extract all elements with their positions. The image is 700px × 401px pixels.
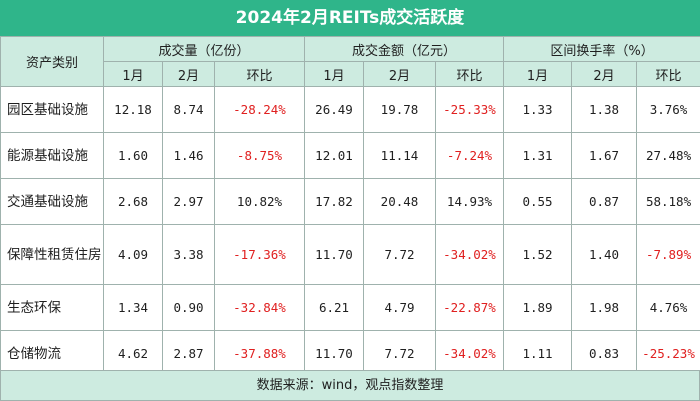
table-row: 能源基础设施 1.60 1.46 -8.75% 12.01 11.14 -7.2… <box>0 132 700 179</box>
volume-jan-cell: 1.60 <box>103 132 163 179</box>
table-title: 2024年2月REITs成交活跃度 <box>0 0 700 36</box>
volume-feb-cell: 0.90 <box>162 284 215 331</box>
category-cell: 生态环保 <box>0 284 104 331</box>
amount-mom-cell: -25.33% <box>434 86 505 133</box>
category-cell: 园区基础设施 <box>0 86 104 133</box>
table-row: 保障性租赁住房 4.09 3.38 -17.36% 11.70 7.72 -34… <box>0 224 700 285</box>
volume-jan-cell: 2.68 <box>103 178 163 225</box>
amount-jan-cell: 26.49 <box>304 86 364 133</box>
turnover-jan-cell: 1.33 <box>503 86 573 133</box>
reits-activity-table: 资产类别 成交量（亿份） 成交金额（亿元） 区间换手率（%） 1月 2月 环比 … <box>0 36 700 377</box>
volume-feb-cell: 8.74 <box>162 86 215 133</box>
volume-feb-cell: 2.97 <box>162 178 215 225</box>
category-cell: 仓储物流 <box>0 330 104 377</box>
volume-feb-cell: 3.38 <box>162 224 215 285</box>
amount-jan-cell: 17.82 <box>304 178 364 225</box>
volume-feb-cell: 1.46 <box>162 132 215 179</box>
volume-mom-cell: 10.82% <box>214 178 305 225</box>
category-cell: 保障性租赁住房 <box>0 224 104 285</box>
volume-mom-cell: -17.36% <box>214 224 305 285</box>
table-row: 生态环保 1.34 0.90 -32.84% 6.21 4.79 -22.87%… <box>0 284 700 331</box>
amount-feb-cell: 4.79 <box>363 284 436 331</box>
turnover-jan-cell: 1.89 <box>503 284 573 331</box>
volume-jan-cell: 1.34 <box>103 284 163 331</box>
table-row: 仓储物流 4.62 2.87 -37.88% 11.70 7.72 -34.02… <box>0 330 700 377</box>
amount-mom-cell: -22.87% <box>434 284 505 331</box>
category-header: 资产类别 <box>0 36 104 87</box>
amount-feb-header: 2月 <box>363 61 436 87</box>
turnover-feb-cell: 1.38 <box>571 86 638 133</box>
table-row: 交通基础设施 2.68 2.97 10.82% 17.82 20.48 14.9… <box>0 178 700 225</box>
volume-mom-cell: -8.75% <box>214 132 305 179</box>
turnover-mom-cell: -7.89% <box>636 224 700 285</box>
turnover-jan-cell: 1.11 <box>503 330 573 377</box>
category-cell: 交通基础设施 <box>0 178 104 225</box>
amount-feb-cell: 7.72 <box>363 224 436 285</box>
volume-mom-header: 环比 <box>214 61 305 87</box>
amount-mom-cell: -7.24% <box>434 132 505 179</box>
volume-jan-header: 1月 <box>103 61 163 87</box>
amount-jan-cell: 12.01 <box>304 132 364 179</box>
turnover-mom-cell: 4.76% <box>636 284 700 331</box>
amount-jan-cell: 11.70 <box>304 330 364 377</box>
source-note: 数据来源：wind，观点指数整理 <box>0 370 700 401</box>
amount-jan-header: 1月 <box>304 61 364 87</box>
volume-mom-cell: -28.24% <box>214 86 305 133</box>
volume-jan-cell: 12.18 <box>103 86 163 133</box>
amount-header: 成交金额（亿元） <box>303 36 505 62</box>
volume-jan-cell: 4.09 <box>103 224 163 285</box>
turnover-feb-cell: 0.83 <box>571 330 638 377</box>
turnover-mom-cell: -25.23% <box>636 330 700 377</box>
turnover-jan-cell: 1.52 <box>503 224 573 285</box>
amount-feb-cell: 19.78 <box>363 86 436 133</box>
turnover-mom-cell: 27.48% <box>636 132 700 179</box>
turnover-feb-cell: 0.87 <box>571 178 638 225</box>
table-row: 园区基础设施 12.18 8.74 -28.24% 26.49 19.78 -2… <box>0 86 700 133</box>
volume-header: 成交量（亿份） <box>103 36 305 62</box>
turnover-jan-cell: 1.31 <box>503 132 573 179</box>
amount-jan-cell: 6.21 <box>304 284 364 331</box>
turnover-mom-header: 环比 <box>636 61 700 87</box>
turnover-feb-cell: 1.98 <box>571 284 638 331</box>
turnover-jan-cell: 0.55 <box>503 178 573 225</box>
amount-mom-cell: -34.02% <box>434 224 505 285</box>
amount-feb-cell: 20.48 <box>363 178 436 225</box>
amount-jan-cell: 11.70 <box>304 224 364 285</box>
amount-mom-cell: 14.93% <box>434 178 505 225</box>
category-cell: 能源基础设施 <box>0 132 104 179</box>
turnover-mom-cell: 3.76% <box>636 86 700 133</box>
turnover-feb-cell: 1.40 <box>571 224 638 285</box>
turnover-header: 区间换手率（%） <box>503 36 700 62</box>
volume-mom-cell: -32.84% <box>214 284 305 331</box>
turnover-feb-header: 2月 <box>571 61 638 87</box>
amount-feb-cell: 11.14 <box>363 132 436 179</box>
amount-mom-header: 环比 <box>434 61 505 87</box>
turnover-jan-header: 1月 <box>503 61 573 87</box>
turnover-mom-cell: 58.18% <box>636 178 700 225</box>
volume-feb-header: 2月 <box>162 61 215 87</box>
amount-mom-cell: -34.02% <box>434 330 505 377</box>
turnover-feb-cell: 1.67 <box>571 132 638 179</box>
amount-feb-cell: 7.72 <box>363 330 436 377</box>
